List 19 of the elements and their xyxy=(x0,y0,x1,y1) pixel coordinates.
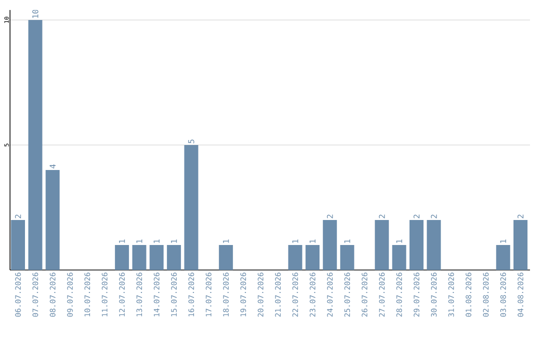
bar xyxy=(114,245,129,270)
bar xyxy=(166,245,181,270)
bar xyxy=(46,170,60,270)
bar xyxy=(426,220,441,270)
bar xyxy=(374,220,389,270)
bar xyxy=(392,245,406,270)
bar xyxy=(306,245,320,270)
bar xyxy=(288,245,302,270)
bar xyxy=(10,220,25,270)
bar xyxy=(410,220,424,270)
bar xyxy=(340,245,354,270)
bar xyxy=(218,245,233,270)
bar xyxy=(28,20,42,270)
bar xyxy=(496,245,510,270)
bar xyxy=(184,145,198,270)
bar xyxy=(132,245,146,270)
bar xyxy=(322,220,337,270)
bar xyxy=(513,220,528,270)
bar xyxy=(150,245,164,270)
